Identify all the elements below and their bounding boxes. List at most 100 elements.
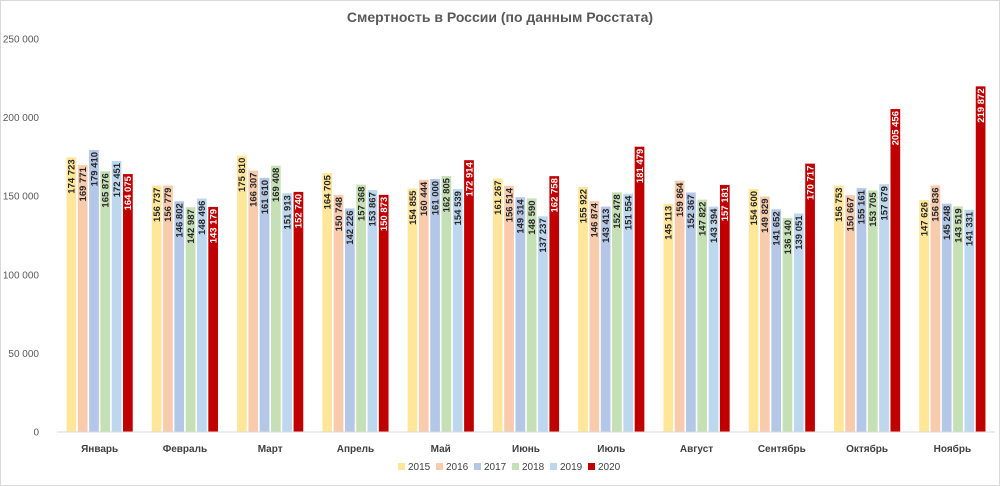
bar-2019 xyxy=(452,189,463,432)
bar-2017 xyxy=(600,206,611,432)
value-label: 172 914 xyxy=(464,161,475,196)
bar-2018 xyxy=(441,176,452,432)
legend-label: 2017 xyxy=(484,462,507,473)
x-tick-label: Март xyxy=(258,444,283,455)
value-label: 141 331 xyxy=(965,211,976,246)
value-label: 153 705 xyxy=(868,192,879,227)
value-label: 151 554 xyxy=(624,195,635,230)
bar-2016 xyxy=(504,185,514,432)
value-label: 152 478 xyxy=(612,194,623,228)
bar-2016 xyxy=(845,195,855,432)
value-label: 139 051 xyxy=(794,215,805,250)
value-label: 149 314 xyxy=(516,199,527,234)
value-label: 148 496 xyxy=(197,201,208,235)
value-label: 161 610 xyxy=(260,180,271,214)
bar-2015 xyxy=(492,178,503,432)
value-label: 160 444 xyxy=(419,181,430,216)
value-label: 148 590 xyxy=(527,200,538,234)
bar-2017 xyxy=(686,192,696,432)
bar-2015 xyxy=(663,203,674,432)
bar-2020 xyxy=(890,109,901,433)
y-tick-label: 100 000 xyxy=(3,270,40,281)
legend-label: 2016 xyxy=(446,462,469,473)
bar-2020 xyxy=(634,146,645,432)
bar-2019 xyxy=(111,160,122,432)
bar-2019 xyxy=(367,190,378,432)
value-label: 166 307 xyxy=(249,173,260,207)
value-label: 156 514 xyxy=(504,187,515,222)
bar-2015 xyxy=(919,199,929,432)
value-label: 150 873 xyxy=(379,197,390,231)
bar-2015 xyxy=(237,155,247,432)
bar-2018 xyxy=(953,206,963,432)
bar-2015 xyxy=(66,157,77,432)
bar-2015 xyxy=(833,185,844,432)
value-label: 156 753 xyxy=(834,188,845,222)
bar-2019 xyxy=(538,216,548,432)
value-label: 136 140 xyxy=(783,220,794,254)
value-label: 149 829 xyxy=(760,198,771,232)
value-label: 155 161 xyxy=(857,189,868,224)
bar-2016 xyxy=(77,165,88,432)
bar-2017 xyxy=(771,209,782,432)
value-label: 174 723 xyxy=(67,159,78,193)
bar-2019 xyxy=(282,193,292,432)
bar-2018 xyxy=(782,217,793,432)
bar-2016 xyxy=(333,195,344,432)
value-label: 157 679 xyxy=(879,186,890,220)
bar-2018 xyxy=(697,199,708,432)
bar-2018 xyxy=(867,190,878,432)
value-label: 169 771 xyxy=(78,166,89,201)
value-label: 154 855 xyxy=(408,190,419,225)
value-label: 162 805 xyxy=(442,177,453,212)
value-label: 172 451 xyxy=(112,162,123,197)
value-label: 137 237 xyxy=(538,218,549,252)
value-label: 159 864 xyxy=(675,182,686,217)
value-label: 181 479 xyxy=(635,149,646,183)
x-tick-label: Июнь xyxy=(512,444,540,455)
value-label: 142 987 xyxy=(186,209,197,243)
bar-2018 xyxy=(612,192,622,432)
bar-2017 xyxy=(856,188,867,432)
bar-2017 xyxy=(430,178,440,432)
value-label: 147 822 xyxy=(697,202,708,236)
value-label: 156 779 xyxy=(163,188,174,222)
x-tick-label: Апрель xyxy=(337,444,374,455)
legend-swatch-2018 xyxy=(512,463,519,470)
legend-label: 2019 xyxy=(560,462,583,473)
y-tick-label: 50 000 xyxy=(8,349,39,360)
legend-swatch-2019 xyxy=(550,463,557,470)
y-tick-label: 0 xyxy=(33,428,39,439)
bar-2017 xyxy=(344,208,355,432)
chart-title: Смертность в России (по данным Росстата) xyxy=(346,9,654,25)
x-tick-label: Август xyxy=(680,444,713,455)
value-label: 165 876 xyxy=(101,173,112,207)
bar-2017 xyxy=(515,197,526,432)
legend-swatch-2015 xyxy=(398,463,405,470)
value-label: 157 181 xyxy=(720,186,731,221)
x-tick-label: Май xyxy=(431,444,451,455)
value-label: 154 539 xyxy=(453,191,464,225)
value-label: 164 075 xyxy=(123,175,134,210)
value-label: 146 802 xyxy=(175,203,186,237)
bar-2016 xyxy=(163,185,173,432)
bar-2019 xyxy=(964,209,975,432)
bar-2017 xyxy=(89,149,99,433)
bars xyxy=(66,86,986,433)
legend-swatch-2017 xyxy=(474,463,481,470)
legend-label: 2015 xyxy=(408,462,431,473)
y-tick-label: 150 000 xyxy=(3,192,40,203)
bar-2016 xyxy=(760,196,770,432)
value-label: 155 922 xyxy=(578,189,589,223)
bar-2018 xyxy=(100,171,111,433)
value-label: 145 248 xyxy=(942,206,953,240)
value-label: 154 600 xyxy=(749,191,760,225)
x-tick-label: Февраль xyxy=(163,444,207,455)
value-label: 147 626 xyxy=(919,202,930,236)
value-label: 142 226 xyxy=(345,210,356,244)
value-label: 162 758 xyxy=(550,178,561,212)
bar-2015 xyxy=(578,186,588,432)
bar-2020 xyxy=(464,160,474,432)
value-label: 205 456 xyxy=(891,111,902,145)
value-label: 170 717 xyxy=(805,166,816,200)
